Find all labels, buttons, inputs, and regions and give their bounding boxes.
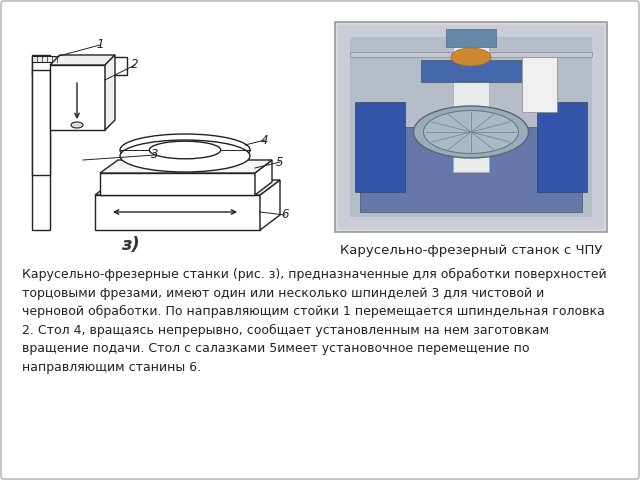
Polygon shape <box>95 180 280 195</box>
Polygon shape <box>360 127 582 212</box>
Bar <box>50 65 105 130</box>
Bar <box>350 52 592 57</box>
Bar <box>537 102 587 192</box>
Text: 2: 2 <box>131 59 139 72</box>
Bar <box>32 56 62 62</box>
Ellipse shape <box>451 48 491 66</box>
Ellipse shape <box>149 141 221 159</box>
Text: 3: 3 <box>151 148 159 161</box>
Bar <box>446 29 496 47</box>
Text: з): з) <box>120 236 140 254</box>
Text: 6: 6 <box>281 208 289 221</box>
Bar <box>453 42 489 172</box>
Bar <box>32 55 50 230</box>
Ellipse shape <box>71 122 83 128</box>
Bar <box>522 57 557 112</box>
Ellipse shape <box>413 106 529 158</box>
Bar <box>421 60 521 82</box>
Polygon shape <box>260 180 280 230</box>
Polygon shape <box>105 55 115 130</box>
Ellipse shape <box>120 140 250 172</box>
Bar <box>95 195 260 230</box>
Bar <box>100 173 255 195</box>
Polygon shape <box>255 160 272 195</box>
Bar <box>338 25 604 229</box>
Bar <box>32 70 50 175</box>
Bar <box>355 102 405 192</box>
Text: 4: 4 <box>261 133 269 146</box>
Polygon shape <box>50 55 115 65</box>
Ellipse shape <box>424 110 518 154</box>
Polygon shape <box>350 37 592 217</box>
Bar <box>32 57 127 75</box>
Ellipse shape <box>120 134 250 166</box>
Text: 1: 1 <box>96 38 104 51</box>
Text: 5: 5 <box>276 156 284 168</box>
Text: Карусельно-фрезерный станок с ЧПУ: Карусельно-фрезерный станок с ЧПУ <box>340 244 602 257</box>
Bar <box>335 22 607 232</box>
Text: Карусельно-фрезерные станки (рис. з), предназначенные для обработки поверхностей: Карусельно-фрезерные станки (рис. з), пр… <box>22 268 607 374</box>
Polygon shape <box>100 160 272 173</box>
